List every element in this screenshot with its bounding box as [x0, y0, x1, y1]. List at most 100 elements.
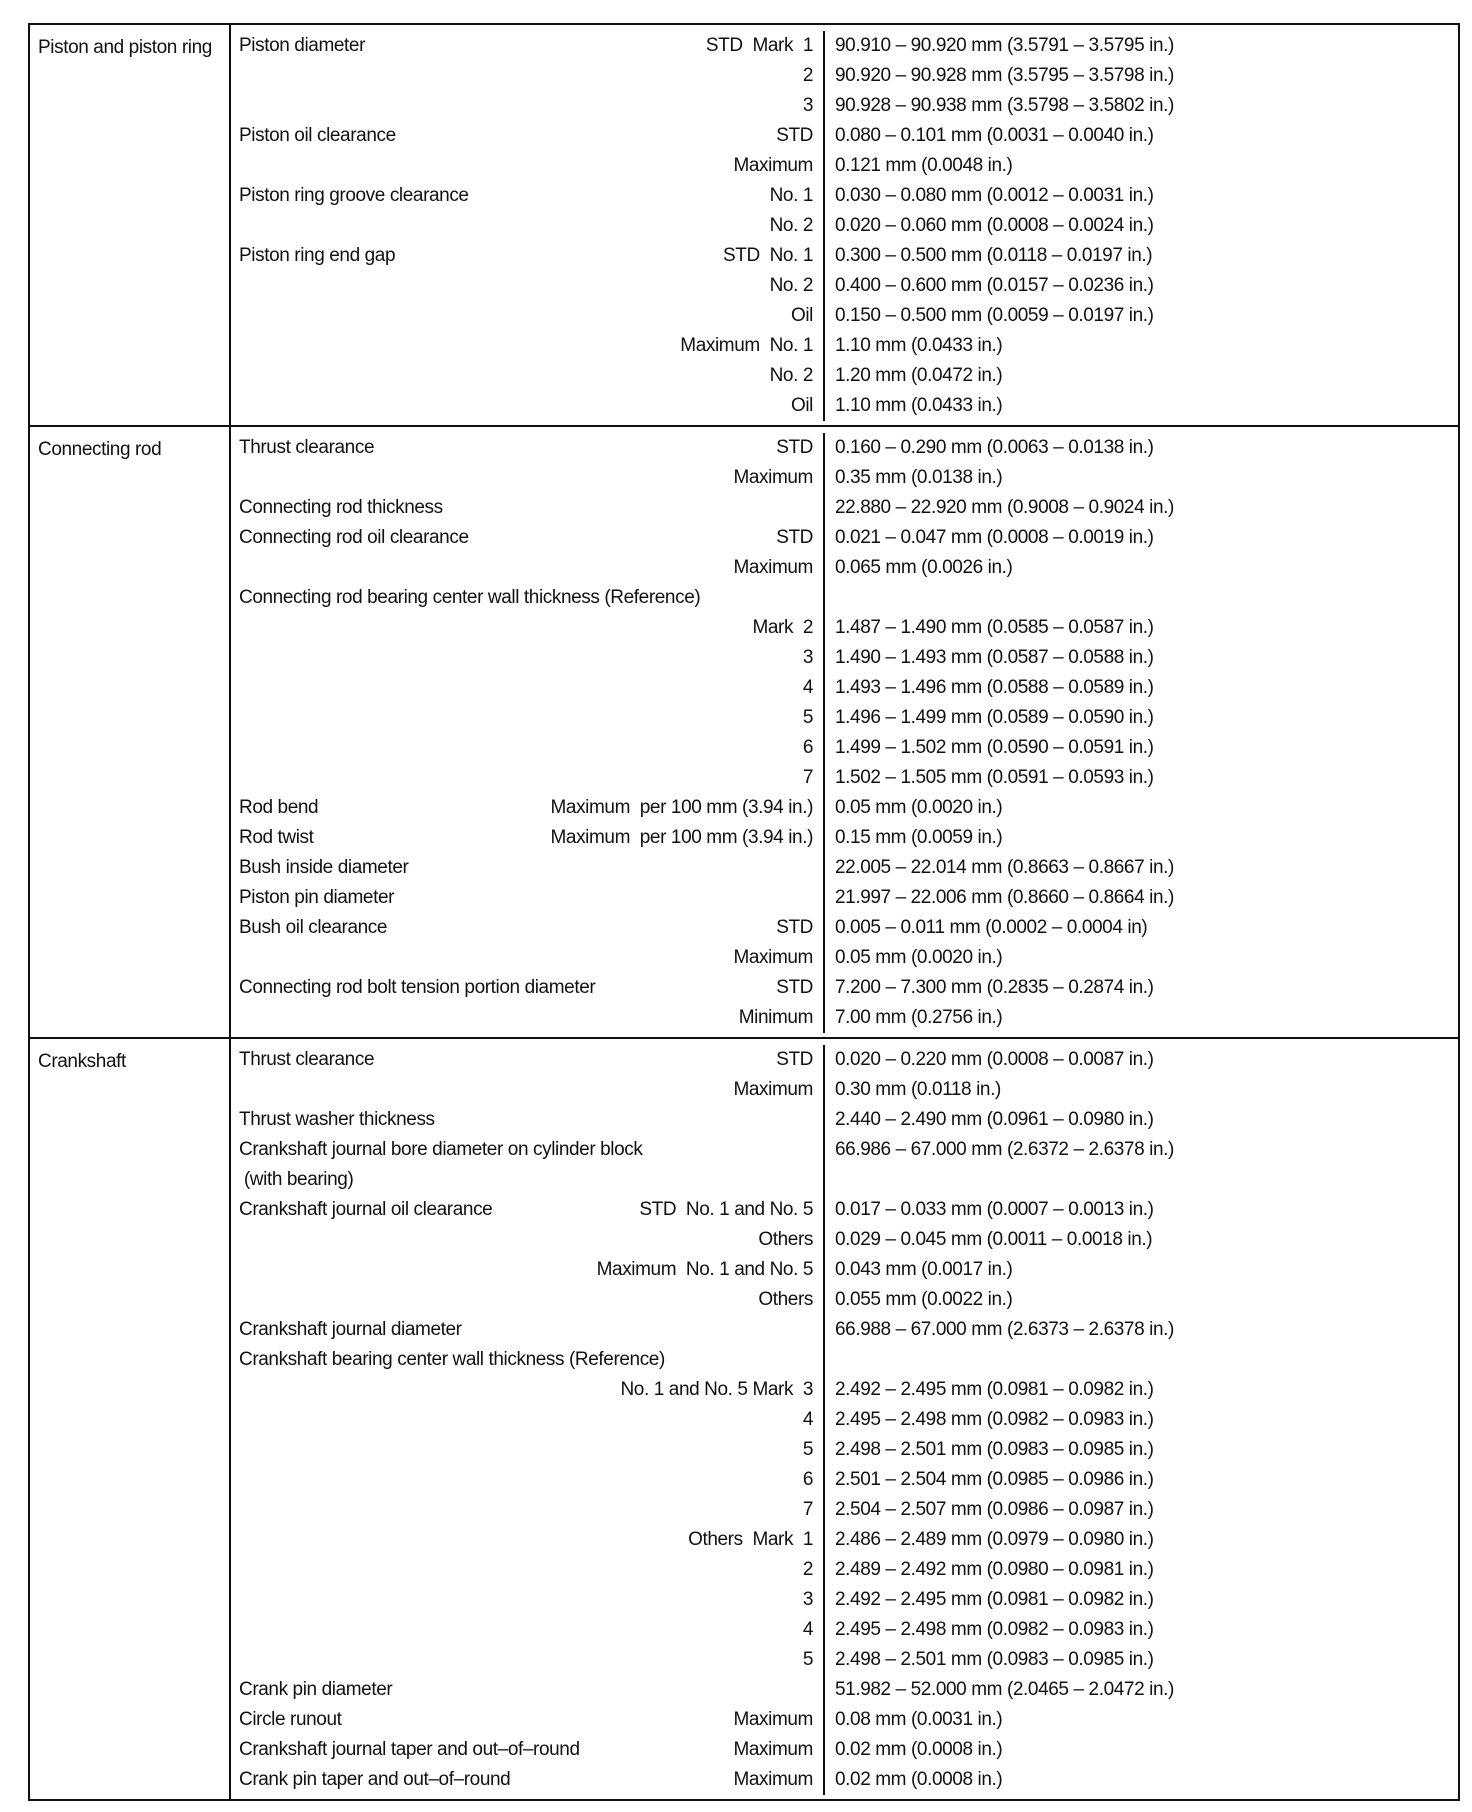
spec-value: 2.492 – 2.495 mm (0.0981 – 0.0982 in.) — [835, 1379, 1154, 1400]
item-cell: 5 — [231, 1645, 825, 1675]
table-row: Piston ring end gap STD No. 1 0.300 – 0.50… — [231, 241, 1458, 271]
table-row: Connecting rod oil clearance STD 0.021 – 0… — [231, 523, 1458, 553]
item-qualifier: No. 2 — [769, 215, 814, 236]
spec-value: 2.486 – 2.489 mm (0.0979 – 0.0980 in.) — [835, 1529, 1154, 1550]
item-qualifier: STD Mark 1 — [705, 35, 814, 56]
item-label: Piston ring groove clearance — [239, 185, 469, 206]
spec-value: 1.490 – 1.493 mm (0.0587 – 0.0588 in.) — [835, 647, 1154, 668]
table-row: 3 90.928 – 90.938 mm (3.5798 – 3.5802 in.… — [231, 91, 1458, 121]
table-row: Maximum 0.35 mm (0.0138 in.) — [231, 463, 1458, 493]
item-cell: 3 — [231, 643, 825, 673]
table-row: Crank pin taper and out–of–round Maximum 0… — [231, 1765, 1458, 1795]
table-row: Piston oil clearance STD 0.080 – 0.101 mm … — [231, 121, 1458, 151]
table-row: Oil 1.10 mm (0.0433 in.) — [231, 391, 1458, 421]
spec-value: 0.017 – 0.033 mm (0.0007 – 0.0013 in.) — [835, 1199, 1154, 1220]
spec-value: 0.065 mm (0.0026 in.) — [835, 557, 1013, 578]
item-cell: Thrust clearance STD — [231, 1045, 825, 1075]
section-piston-and-piston-ring: Piston and piston ring Piston diameter STD… — [30, 25, 1458, 425]
item-label: Rod twist — [239, 827, 314, 848]
item-cell: Piston pin diameter — [231, 883, 825, 913]
item-cell: Thrust washer thickness — [231, 1105, 825, 1135]
table-row: Crankshaft bearing center wall thickness… — [231, 1345, 1458, 1375]
spec-value: 51.982 – 52.000 mm (2.0465 – 2.0472 in.) — [835, 1679, 1174, 1700]
item-cell: Maximum — [231, 553, 825, 583]
item-qualifier: Maximum — [733, 1769, 813, 1790]
item-cell: 4 — [231, 673, 825, 703]
table-row: Crank pin diameter 51.982 – 52.000 mm (2.… — [231, 1675, 1458, 1705]
item-qualifier: No. 2 — [769, 365, 814, 386]
table-row: Others 0.029 – 0.045 mm (0.0011 – 0.0018 … — [231, 1225, 1458, 1255]
item-cell: 3 — [231, 91, 825, 121]
item-cell: 3 — [231, 1585, 825, 1615]
table-row: Crankshaft journal taper and out–of–roun… — [231, 1735, 1458, 1765]
spec-table: Piston and piston ring Piston diameter STD… — [28, 23, 1460, 1801]
item-cell: Oil — [231, 301, 825, 331]
spec-value: 0.030 – 0.080 mm (0.0012 – 0.0031 in.) — [835, 185, 1154, 206]
item-cell: Thrust clearance STD — [231, 433, 825, 463]
item-label: Connecting rod thickness — [239, 497, 443, 518]
table-row: 3 1.490 – 1.493 mm (0.0587 – 0.0588 in.) — [231, 643, 1458, 673]
table-row: 7 2.504 – 2.507 mm (0.0986 – 0.0987 in.) — [231, 1495, 1458, 1525]
item-label: Crankshaft journal taper and out–of–roun… — [239, 1739, 580, 1760]
table-row: 4 1.493 – 1.496 mm (0.0588 – 0.0589 in.) — [231, 673, 1458, 703]
item-label: Crankshaft journal diameter — [239, 1319, 462, 1340]
item-qualifier: Maximum per 100 mm (3.94 in.) — [550, 827, 813, 848]
spec-value: 0.35 mm (0.0138 in.) — [835, 467, 1003, 488]
spec-value: 2.440 – 2.490 mm (0.0961 – 0.0980 in.) — [835, 1109, 1154, 1130]
item-qualifier: 4 — [802, 1619, 814, 1640]
spec-value: 7.200 – 7.300 mm (0.2835 – 0.2874 in.) — [835, 977, 1154, 998]
item-qualifier: STD — [776, 977, 813, 998]
item-label: Rod bend — [239, 797, 319, 818]
item-qualifier: Maximum — [733, 557, 813, 578]
table-row: 6 1.499 – 1.502 mm (0.0590 – 0.0591 in.) — [231, 733, 1458, 763]
spec-value: 1.10 mm (0.0433 in.) — [835, 335, 1003, 356]
table-row: Maximum 0.05 mm (0.0020 in.) — [231, 943, 1458, 973]
spec-value: 22.880 – 22.920 mm (0.9008 – 0.9024 in.) — [835, 497, 1174, 518]
table-row: Crankshaft journal bore diameter on cyli… — [231, 1135, 1458, 1165]
item-cell: No. 2 — [231, 211, 825, 241]
spec-value: 90.920 – 90.928 mm (3.5795 – 3.5798 in.) — [835, 65, 1174, 86]
item-label: Bush oil clearance — [239, 917, 388, 938]
item-label: Piston diameter — [239, 35, 366, 56]
item-cell: Crankshaft journal diameter — [231, 1315, 825, 1345]
item-label: Crank pin taper and out–of–round — [239, 1769, 511, 1790]
item-cell: Maximum — [231, 943, 825, 973]
item-cell: Connecting rod thickness — [231, 493, 825, 523]
spec-value: 21.997 – 22.006 mm (0.8660 – 0.8664 in.) — [835, 887, 1174, 908]
spec-value: 7.00 mm (0.2756 in.) — [835, 1007, 1003, 1028]
item-qualifier: Maximum — [733, 155, 813, 176]
item-cell: Rod twist Maximum per 100 mm (3.94 in.) — [231, 823, 825, 853]
item-cell: Piston ring groove clearance No. 1 — [231, 181, 825, 211]
spec-value: 0.043 mm (0.0017 in.) — [835, 1259, 1013, 1280]
item-label: Thrust clearance — [239, 437, 375, 458]
item-label: Connecting rod bearing center wall thick… — [239, 587, 701, 608]
spec-value: 90.910 – 90.920 mm (3.5791 – 3.5795 in.) — [835, 35, 1174, 56]
item-cell: 2 — [231, 61, 825, 91]
item-cell: 2 — [231, 1555, 825, 1585]
table-row: 2 90.920 – 90.928 mm (3.5795 – 3.5798 in.… — [231, 61, 1458, 91]
spec-value: 66.988 – 67.000 mm (2.6373 – 2.6378 in.) — [835, 1319, 1174, 1340]
item-qualifier: Maximum — [733, 1709, 813, 1730]
spec-value: 1.10 mm (0.0433 in.) — [835, 395, 1003, 416]
item-cell: Others Mark 1 — [231, 1525, 825, 1555]
item-cell: Maximum No. 1 — [231, 331, 825, 361]
table-row: No. 2 0.020 – 0.060 mm (0.0008 – 0.0024 i… — [231, 211, 1458, 241]
item-cell: Piston ring end gap STD No. 1 — [231, 241, 825, 271]
item-label: Piston pin diameter — [239, 887, 395, 908]
item-qualifier: 6 — [802, 737, 814, 758]
table-row: No. 2 0.400 – 0.600 mm (0.0157 – 0.0236 i… — [231, 271, 1458, 301]
spec-value — [825, 583, 1458, 613]
item-qualifier: Maximum — [733, 1739, 813, 1760]
item-cell: Others — [231, 1285, 825, 1315]
table-row: Oil 0.150 – 0.500 mm (0.0059 – 0.0197 in.… — [231, 301, 1458, 331]
spec-value — [825, 1345, 1458, 1375]
item-cell: Bush oil clearance STD — [231, 913, 825, 943]
spec-value: 2.498 – 2.501 mm (0.0983 – 0.0985 in.) — [835, 1649, 1154, 1670]
item-qualifier: Maximum — [733, 467, 813, 488]
table-row: Others Mark 1 2.486 – 2.489 mm (0.0979 – … — [231, 1525, 1458, 1555]
item-label: Piston oil clearance — [239, 125, 396, 146]
item-qualifier: Maximum No. 1 and No. 5 — [596, 1259, 814, 1280]
table-row: Maximum 0.30 mm (0.0118 in.) — [231, 1075, 1458, 1105]
spec-value: 0.02 mm (0.0008 in.) — [835, 1769, 1003, 1790]
item-qualifier: 3 — [802, 647, 814, 668]
